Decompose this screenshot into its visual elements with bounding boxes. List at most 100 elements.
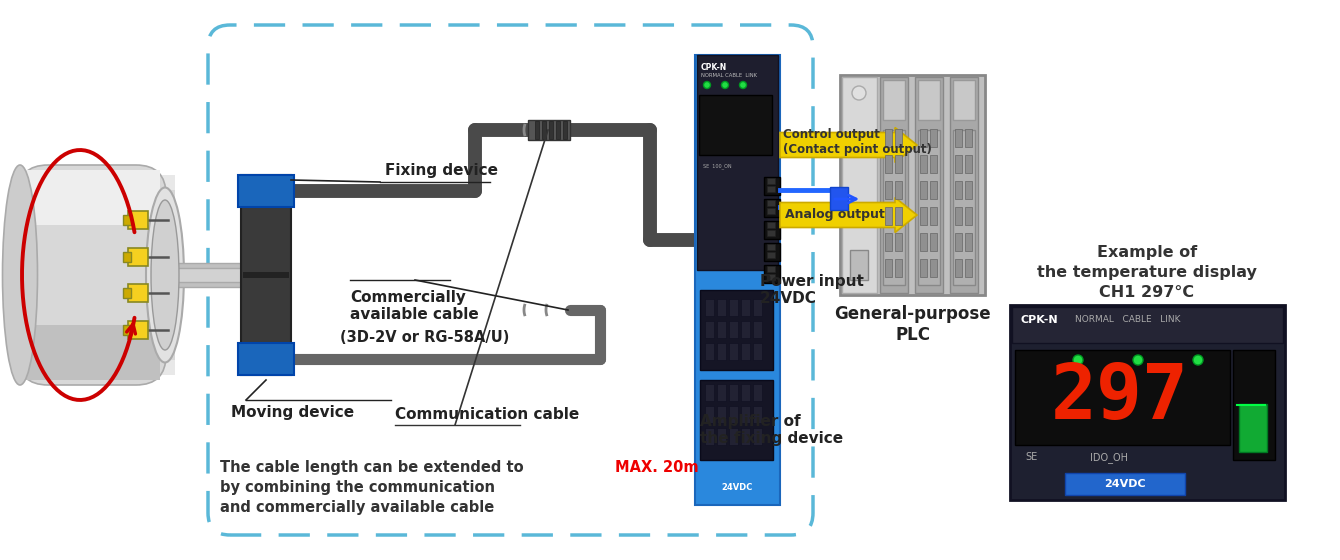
Circle shape xyxy=(740,82,746,88)
Bar xyxy=(764,243,780,261)
Bar xyxy=(705,321,714,338)
Text: CPK-N: CPK-N xyxy=(1020,315,1057,325)
Ellipse shape xyxy=(3,165,38,385)
Bar xyxy=(717,299,726,316)
Bar xyxy=(729,384,738,401)
Bar xyxy=(20,190,176,360)
Bar xyxy=(930,181,937,199)
Bar xyxy=(165,263,245,287)
Bar xyxy=(955,129,962,147)
Bar xyxy=(717,428,726,445)
Bar xyxy=(895,155,902,173)
Bar xyxy=(880,77,909,293)
Bar xyxy=(766,244,775,250)
Text: CPK-N: CPK-N xyxy=(701,63,728,72)
Bar xyxy=(563,121,567,139)
Bar xyxy=(717,321,726,338)
Bar xyxy=(129,284,147,302)
Bar xyxy=(549,121,553,139)
Text: by combining the communication: by combining the communication xyxy=(220,480,494,495)
Bar xyxy=(884,129,892,147)
Bar xyxy=(840,75,985,295)
Bar xyxy=(895,181,902,199)
Bar xyxy=(753,428,762,445)
FancyArrow shape xyxy=(780,198,917,232)
Bar xyxy=(955,233,962,251)
Circle shape xyxy=(704,82,710,88)
Bar xyxy=(930,207,937,225)
Bar xyxy=(930,259,937,277)
Bar xyxy=(955,259,962,277)
Text: Communication cable: Communication cable xyxy=(395,407,579,422)
Bar xyxy=(921,181,927,199)
Bar xyxy=(25,325,159,380)
Bar xyxy=(884,155,892,173)
Bar xyxy=(741,299,750,316)
Bar xyxy=(884,207,892,225)
Bar xyxy=(535,121,539,139)
Bar xyxy=(764,265,780,283)
Bar xyxy=(884,259,892,277)
Bar xyxy=(705,299,714,316)
Bar xyxy=(895,259,902,277)
Circle shape xyxy=(1134,355,1143,365)
Bar xyxy=(123,252,131,262)
Bar xyxy=(741,428,750,445)
Bar xyxy=(764,199,780,217)
Bar xyxy=(965,233,972,251)
Text: SE: SE xyxy=(1025,452,1037,462)
Bar xyxy=(541,121,545,139)
Bar xyxy=(25,170,159,225)
Bar xyxy=(695,55,780,505)
Bar xyxy=(1240,404,1268,452)
Bar xyxy=(1012,307,1282,343)
Bar xyxy=(850,250,868,280)
Bar xyxy=(950,77,978,293)
Bar xyxy=(729,299,738,316)
Bar xyxy=(165,268,245,282)
Bar xyxy=(921,207,927,225)
Bar xyxy=(699,95,772,155)
Bar xyxy=(883,80,905,120)
Bar xyxy=(239,175,293,207)
Bar xyxy=(965,207,972,225)
Bar xyxy=(766,230,775,236)
Bar xyxy=(20,205,176,345)
Bar xyxy=(1065,473,1185,495)
Bar xyxy=(965,181,972,199)
Ellipse shape xyxy=(151,200,180,350)
Bar xyxy=(753,384,762,401)
Bar xyxy=(717,384,726,401)
Bar xyxy=(20,175,176,375)
Text: 24VDC: 24VDC xyxy=(721,483,753,492)
Bar xyxy=(129,211,147,229)
Bar xyxy=(766,208,775,214)
Text: Control output
(Contact point output): Control output (Contact point output) xyxy=(783,128,931,156)
Bar xyxy=(965,155,972,173)
Bar xyxy=(842,77,876,293)
Bar xyxy=(953,130,976,285)
Bar xyxy=(753,299,762,316)
Bar xyxy=(741,321,750,338)
Bar xyxy=(697,55,779,270)
Bar xyxy=(883,130,905,285)
Bar xyxy=(766,266,775,272)
Bar xyxy=(766,252,775,258)
Text: Power input
24VDC: Power input 24VDC xyxy=(760,274,864,306)
Bar xyxy=(729,343,738,360)
Bar xyxy=(930,129,937,147)
Bar xyxy=(753,321,762,338)
Circle shape xyxy=(1193,355,1203,365)
Bar xyxy=(528,120,570,140)
Bar xyxy=(741,384,750,401)
Bar xyxy=(895,207,902,225)
Bar xyxy=(729,321,738,338)
FancyArrow shape xyxy=(780,128,917,162)
Bar xyxy=(764,177,780,195)
Bar xyxy=(753,406,762,423)
Text: Amplifier of
the fixing device: Amplifier of the fixing device xyxy=(699,414,843,446)
Bar xyxy=(123,215,131,225)
Bar xyxy=(915,77,943,293)
Bar xyxy=(884,181,892,199)
Bar xyxy=(705,406,714,423)
